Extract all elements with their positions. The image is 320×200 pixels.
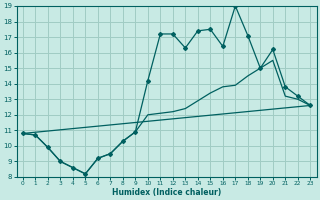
X-axis label: Humidex (Indice chaleur): Humidex (Indice chaleur) (112, 188, 221, 197)
